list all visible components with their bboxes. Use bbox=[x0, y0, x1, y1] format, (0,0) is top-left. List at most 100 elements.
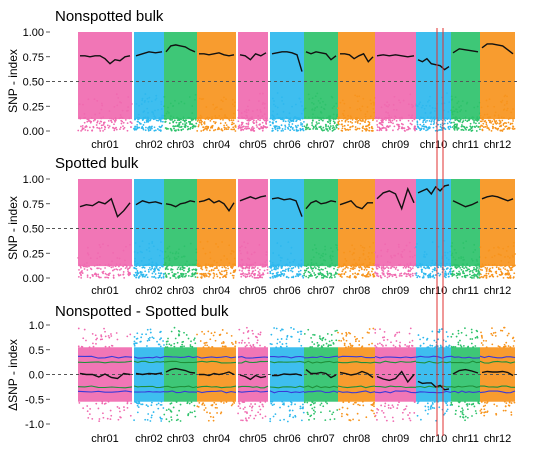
snp-point bbox=[356, 108, 359, 111]
snp-point bbox=[407, 272, 410, 275]
snp-point bbox=[353, 248, 356, 250]
snp-point bbox=[86, 129, 89, 132]
snp-point bbox=[318, 269, 321, 271]
confidence-line bbox=[77, 390, 133, 393]
snp-point bbox=[325, 401, 327, 403]
snp-point bbox=[364, 121, 366, 124]
snp-point bbox=[285, 268, 287, 271]
snp-point bbox=[414, 125, 417, 128]
snp-point bbox=[85, 125, 88, 127]
snp-point bbox=[300, 344, 303, 347]
snp-point bbox=[82, 265, 85, 268]
snp-point bbox=[422, 275, 425, 278]
snp-point bbox=[150, 268, 152, 271]
snp-point bbox=[385, 105, 388, 107]
snp-point bbox=[81, 125, 84, 127]
snp-point bbox=[377, 263, 380, 266]
snp-point bbox=[140, 336, 143, 339]
snp-point bbox=[204, 272, 207, 275]
snp-point bbox=[115, 126, 117, 129]
snp-point bbox=[438, 274, 441, 277]
snp-point bbox=[376, 343, 379, 345]
snp-point bbox=[440, 96, 443, 99]
snp-point bbox=[271, 121, 274, 124]
snp-point bbox=[295, 129, 298, 132]
snp-point bbox=[252, 270, 255, 273]
snp-point bbox=[89, 126, 91, 129]
snp-point bbox=[423, 255, 425, 258]
snp-point bbox=[130, 402, 132, 405]
snp-point bbox=[386, 272, 389, 275]
snp-point bbox=[107, 334, 110, 337]
snp-point bbox=[349, 126, 351, 129]
snp-point bbox=[181, 123, 184, 125]
snp-point bbox=[110, 333, 112, 335]
snp-point bbox=[361, 274, 363, 276]
snp-point bbox=[244, 246, 247, 249]
snp-point bbox=[382, 121, 384, 124]
snp-point bbox=[393, 95, 396, 98]
snp-point bbox=[247, 417, 250, 419]
snp-point bbox=[81, 270, 83, 272]
x-tick-label: chr07 bbox=[307, 285, 335, 297]
snp-point bbox=[331, 413, 334, 416]
snp-point bbox=[119, 263, 122, 266]
snp-point bbox=[505, 102, 508, 105]
snp-point bbox=[501, 99, 504, 102]
snp-point bbox=[327, 345, 330, 348]
snp-point bbox=[149, 129, 152, 132]
snp-point bbox=[420, 418, 422, 421]
snp-point bbox=[201, 268, 204, 271]
snp-point bbox=[123, 126, 126, 129]
snp-point bbox=[151, 242, 154, 245]
snp-point bbox=[240, 266, 243, 268]
snp-point bbox=[179, 345, 182, 348]
snp-point bbox=[257, 333, 260, 335]
snp-point bbox=[194, 276, 197, 278]
snp-point bbox=[478, 263, 480, 266]
snp-index-line-chr02 bbox=[135, 51, 163, 57]
confidence-line bbox=[374, 385, 417, 389]
snp-point bbox=[376, 411, 378, 414]
snp-point bbox=[187, 414, 190, 417]
snp-point bbox=[300, 112, 303, 115]
snp-index-line-chr04 bbox=[199, 52, 235, 57]
snp-point bbox=[490, 332, 493, 335]
snp-point bbox=[136, 116, 139, 119]
snp-point bbox=[336, 113, 338, 116]
snp-point bbox=[460, 268, 463, 271]
snp-point bbox=[356, 121, 359, 123]
snp-point bbox=[92, 342, 94, 345]
snp-point bbox=[209, 338, 212, 341]
snp-point bbox=[479, 114, 482, 117]
snp-point bbox=[280, 338, 283, 340]
snp-point bbox=[245, 122, 248, 125]
snp-point bbox=[204, 127, 207, 130]
snp-point bbox=[206, 266, 208, 269]
snp-point bbox=[493, 263, 496, 266]
snp-point bbox=[87, 98, 90, 101]
snp-point bbox=[275, 120, 278, 123]
snp-point bbox=[432, 117, 435, 119]
snp-point bbox=[341, 406, 344, 409]
chromosome-block-chr01 bbox=[77, 179, 133, 279]
snp-point bbox=[256, 341, 259, 344]
snp-point bbox=[449, 270, 452, 272]
snp-point bbox=[341, 276, 343, 278]
snp-point bbox=[337, 127, 340, 130]
snp-point bbox=[271, 272, 274, 275]
snp-point bbox=[373, 405, 375, 408]
snp-point bbox=[358, 404, 361, 407]
snp-point bbox=[180, 126, 183, 128]
snp-point bbox=[123, 276, 126, 279]
snp-point bbox=[120, 267, 123, 270]
snp-point bbox=[137, 406, 140, 409]
snp-point bbox=[154, 264, 157, 267]
snp-point bbox=[112, 118, 115, 121]
snp-point bbox=[260, 126, 263, 128]
snp-point bbox=[457, 405, 460, 408]
snp-point bbox=[354, 264, 357, 267]
snp-point bbox=[337, 273, 340, 276]
snp-point bbox=[94, 113, 97, 116]
snp-point bbox=[335, 126, 338, 129]
